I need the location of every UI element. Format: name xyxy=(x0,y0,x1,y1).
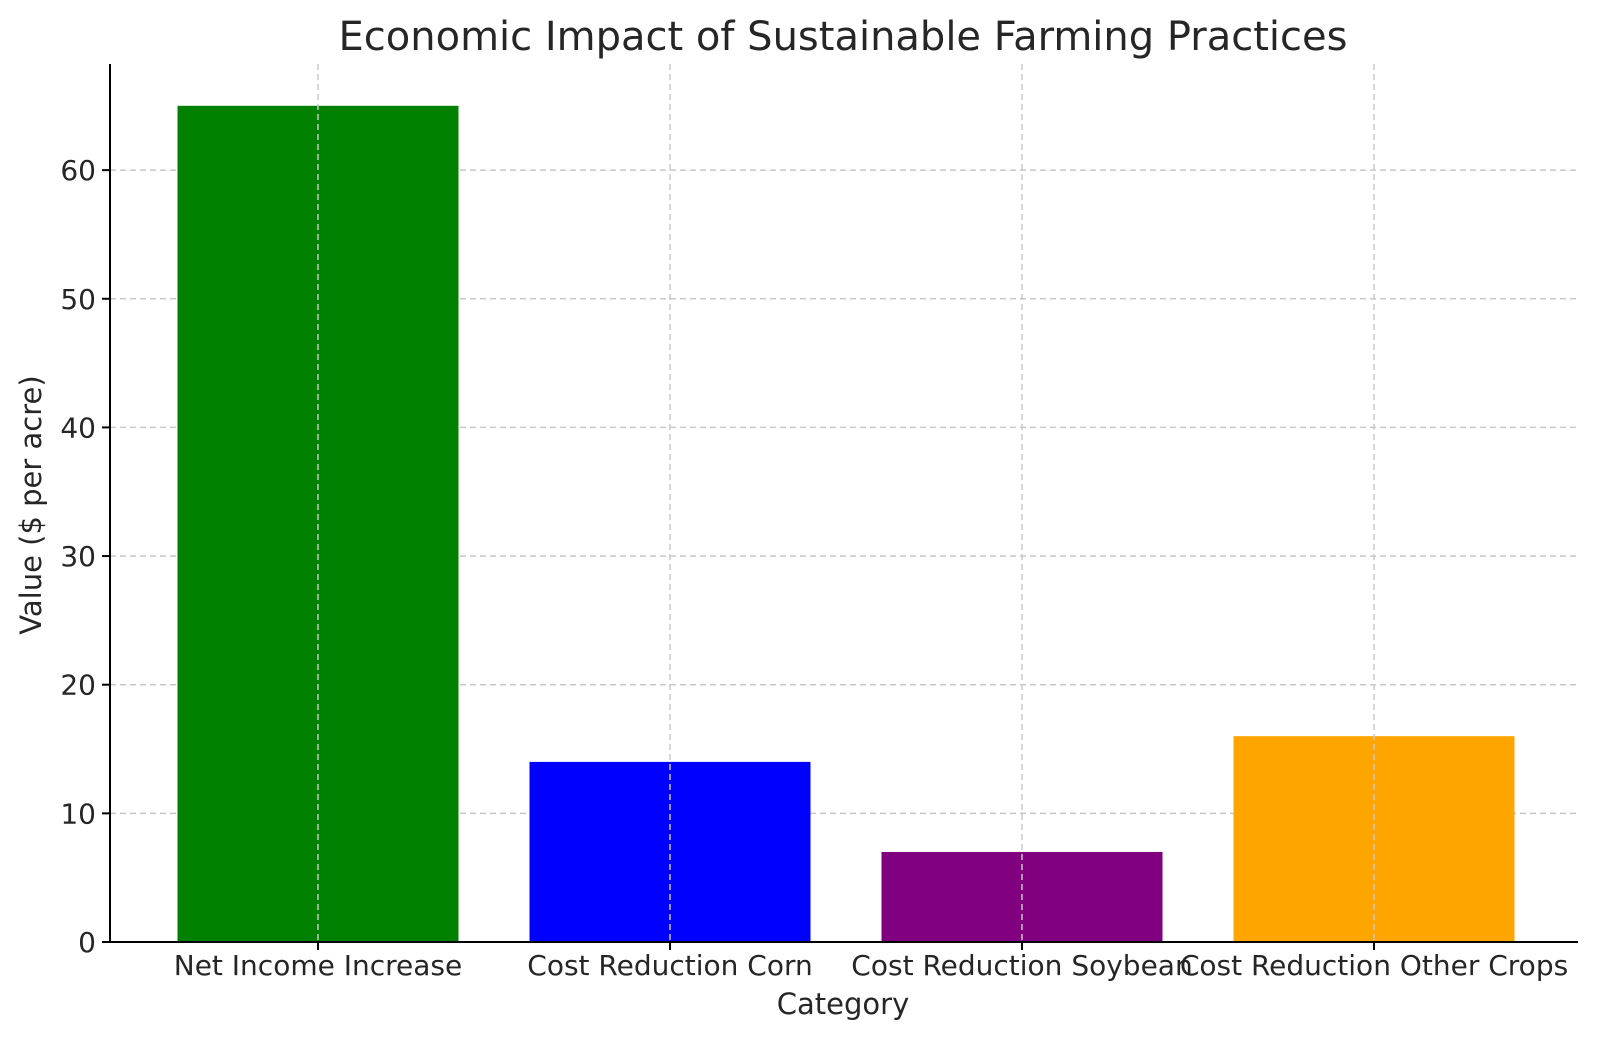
grid-overlay xyxy=(317,64,1375,942)
x-tick-label: Net Income Increase xyxy=(174,949,462,982)
chart-title: Economic Impact of Sustainable Farming P… xyxy=(339,14,1348,60)
x-axis-label: Category xyxy=(777,987,909,1021)
bars xyxy=(177,105,1515,943)
y-tick-label: 50 xyxy=(60,283,96,316)
y-tick-label: 10 xyxy=(60,797,96,830)
axes xyxy=(109,64,1578,943)
y-axis-label: Value ($ per acre) xyxy=(14,375,48,634)
bar-cost-reduction-corn xyxy=(529,761,811,942)
x-ticks: Net Income Increase Cost Reduction Corn Co… xyxy=(174,942,1568,982)
y-ticks: 0 10 20 30 40 50 60 xyxy=(60,154,110,959)
x-tick-label: Cost Reduction Corn xyxy=(527,949,812,982)
x-tick-label: Cost Reduction Soybean xyxy=(851,949,1192,982)
y-tick-label: 0 xyxy=(78,926,96,959)
x-tick-label: Cost Reduction Other Crops xyxy=(1180,949,1568,982)
y-tick-label: 30 xyxy=(60,540,96,573)
y-tick-label: 40 xyxy=(60,411,96,444)
y-tick-label: 20 xyxy=(60,669,96,702)
y-tick-label: 60 xyxy=(60,154,96,187)
